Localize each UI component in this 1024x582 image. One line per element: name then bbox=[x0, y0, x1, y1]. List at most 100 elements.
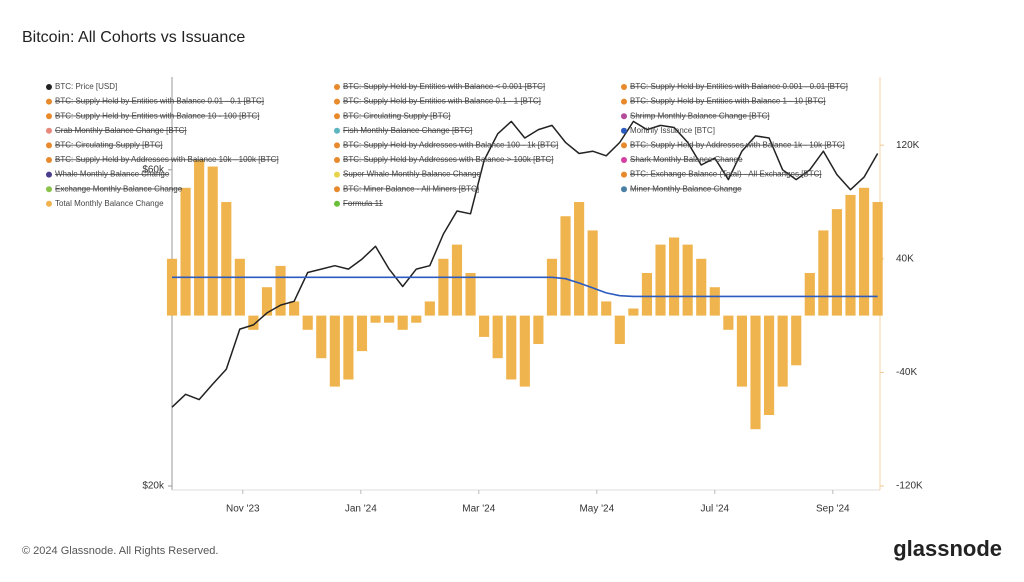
bar bbox=[641, 273, 653, 316]
legend-swatch bbox=[621, 113, 627, 120]
plot-area: $20k $60k 120K 40K -40K -120K Nov '23 Jan '24 Ma… bbox=[142, 77, 923, 515]
bar bbox=[831, 209, 843, 316]
legend-label: BTC: Supply Held by Addresses with Balan… bbox=[343, 155, 554, 164]
legend: BTC: Price [USD] BTC: Supply Held by Enti… bbox=[46, 82, 848, 208]
legend-label: BTC: Exchange Balance (Total) - All Exch… bbox=[630, 170, 822, 179]
bar bbox=[533, 315, 544, 345]
y2-tick-label: 40K bbox=[896, 253, 914, 264]
legend-label: Miner Monthly Balance Change bbox=[630, 184, 742, 193]
bar bbox=[411, 315, 422, 323]
y-tick-label: $60k bbox=[142, 164, 165, 175]
legend-swatch bbox=[46, 171, 52, 178]
line bbox=[172, 276, 878, 298]
legend-swatch bbox=[621, 98, 627, 105]
x-tick-label: May '24 bbox=[579, 504, 614, 515]
bar bbox=[614, 315, 625, 345]
bar bbox=[777, 315, 788, 387]
bar bbox=[791, 315, 802, 366]
legend-swatch bbox=[46, 157, 52, 163]
bar bbox=[248, 315, 259, 330]
legend-label: BTC: Supply Held by Addresses with Balan… bbox=[630, 141, 845, 150]
y2-tick-label: -120K bbox=[896, 481, 923, 492]
copyright: © 2024 Glassnode. All Rights Reserved. bbox=[22, 545, 218, 557]
bar bbox=[261, 287, 273, 316]
bar bbox=[546, 258, 558, 316]
legend-label: Fish Monthly Balance Change [BTC] bbox=[343, 126, 472, 135]
bar bbox=[302, 315, 313, 330]
legend-swatch bbox=[46, 200, 52, 207]
legend-swatch bbox=[621, 127, 627, 134]
y-tick-label: $20k bbox=[142, 481, 165, 492]
bar bbox=[506, 315, 517, 380]
bar bbox=[465, 273, 476, 316]
legend-label: BTC: Supply Held by Entities with Balanc… bbox=[343, 82, 545, 91]
brand-logo: glassnode bbox=[893, 536, 1002, 561]
bar bbox=[601, 301, 612, 316]
legend-label: BTC: Circulating Supply [BTC] bbox=[343, 111, 451, 120]
x-tick-label: Sep '24 bbox=[816, 504, 850, 515]
y2-tick-label: -40K bbox=[896, 367, 917, 378]
bar bbox=[289, 301, 300, 316]
bar bbox=[628, 308, 639, 316]
bar bbox=[736, 315, 748, 387]
bar bbox=[492, 315, 503, 359]
bar bbox=[723, 315, 734, 330]
legend-label: BTC: Supply Held by Entities with Balanc… bbox=[630, 97, 826, 106]
legend-swatch bbox=[621, 171, 627, 178]
bar bbox=[519, 315, 530, 387]
bar bbox=[207, 166, 218, 316]
bar bbox=[872, 202, 883, 316]
bar bbox=[818, 230, 829, 316]
x-tick-label: Jan '24 bbox=[345, 504, 377, 515]
x-tick-label: Nov '23 bbox=[226, 504, 260, 515]
x-tick-label: Jul '24 bbox=[701, 504, 730, 515]
legend-label: BTC: Supply Held by Addresses with Balan… bbox=[55, 155, 279, 164]
bar bbox=[397, 315, 408, 330]
legend-swatch bbox=[334, 113, 340, 120]
bar bbox=[384, 315, 395, 323]
bar bbox=[669, 237, 680, 316]
legend-label: BTC: Price [USD] bbox=[55, 82, 117, 91]
legend-label: Shark Monthly Balance Change bbox=[630, 155, 743, 164]
bar bbox=[370, 315, 381, 323]
bar bbox=[451, 244, 463, 316]
bar bbox=[316, 315, 327, 359]
line bbox=[171, 120, 879, 408]
legend-swatch bbox=[334, 127, 340, 134]
legend-swatch bbox=[46, 186, 52, 193]
legend-label: BTC: Circulating Supply [BTC] bbox=[55, 141, 163, 150]
bar bbox=[655, 244, 666, 316]
legend-swatch bbox=[621, 142, 627, 149]
bar bbox=[804, 273, 815, 316]
bar bbox=[343, 315, 354, 380]
legend-label: BTC: Supply Held by Entities with Balanc… bbox=[343, 97, 541, 106]
bar bbox=[587, 230, 598, 316]
legend-label: Super Whale Monthly Balance Change bbox=[343, 170, 481, 179]
legend-label: Crab Monthly Balance Change [BTC] bbox=[55, 126, 187, 135]
legend-label: Whale Monthly Balance Change bbox=[55, 170, 170, 179]
legend-label: Exchange Monthly Balance Change bbox=[55, 184, 183, 193]
legend-label: BTC: Supply Held by Entities with Balanc… bbox=[55, 97, 264, 106]
legend-swatch bbox=[334, 142, 340, 149]
legend-swatch bbox=[334, 84, 340, 90]
legend-swatch bbox=[46, 98, 52, 105]
bar bbox=[180, 187, 191, 316]
legend-label: BTC: Miner Balance - All Miners [BTC] bbox=[343, 184, 479, 193]
bar bbox=[479, 315, 490, 337]
legend-swatch bbox=[334, 200, 340, 207]
legend-swatch bbox=[621, 186, 627, 193]
bar bbox=[194, 159, 205, 316]
legend-label: BTC: Supply Held by Addresses with Balan… bbox=[343, 141, 558, 150]
legend-label: Monthly Issuance [BTC] bbox=[630, 126, 715, 135]
bar bbox=[424, 301, 435, 316]
bar bbox=[764, 315, 775, 416]
bar bbox=[166, 258, 178, 316]
legend-label: Total Monthly Balance Change bbox=[55, 199, 164, 208]
legend-swatch bbox=[46, 127, 52, 134]
bar bbox=[709, 287, 720, 316]
legend-swatch bbox=[46, 142, 52, 149]
bar bbox=[750, 315, 761, 430]
bar bbox=[682, 244, 693, 316]
x-tick-label: Mar '24 bbox=[462, 504, 495, 515]
